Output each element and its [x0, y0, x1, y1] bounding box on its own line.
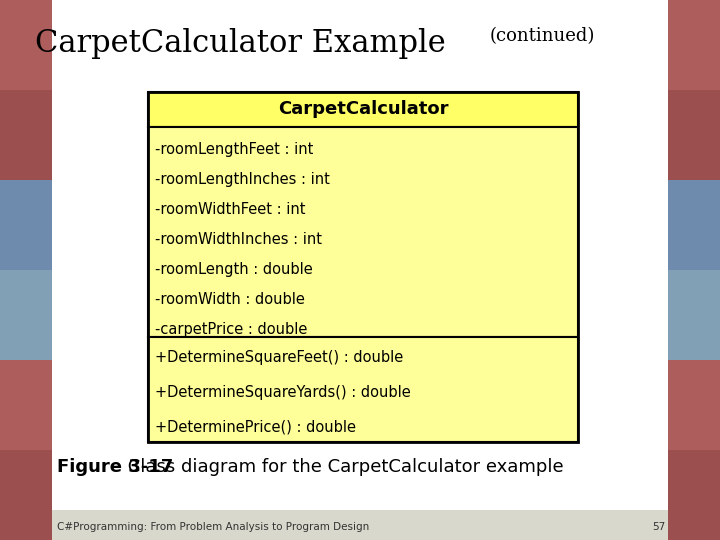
Text: C#Programming: From Problem Analysis to Program Design: C#Programming: From Problem Analysis to … [57, 522, 369, 532]
Bar [52, 510, 668, 540]
Text: +DeterminePrice() : double: +DeterminePrice() : double [155, 420, 356, 435]
Bar [668, 0, 720, 90]
Bar [148, 337, 578, 442]
Text: -roomLength : double: -roomLength : double [155, 262, 312, 277]
Bar [668, 450, 720, 540]
Bar [668, 180, 720, 270]
Bar [0, 0, 52, 90]
Bar [148, 92, 578, 442]
Text: -roomWidthInches : int: -roomWidthInches : int [155, 232, 322, 247]
Text: CarpetCalculator: CarpetCalculator [278, 100, 449, 118]
Text: -roomLengthFeet : int: -roomLengthFeet : int [155, 142, 313, 157]
Text: +DetermineSquareYards() : double: +DetermineSquareYards() : double [155, 385, 410, 400]
Text: -carpetPrice : double: -carpetPrice : double [155, 322, 307, 337]
Bar [668, 90, 720, 180]
Bar [668, 270, 720, 360]
Bar [148, 92, 578, 127]
Text: 57: 57 [652, 522, 665, 532]
Text: Figure 3-17: Figure 3-17 [57, 458, 174, 476]
Text: -roomLengthInches : int: -roomLengthInches : int [155, 172, 330, 187]
Bar [0, 360, 52, 450]
Bar [0, 270, 52, 360]
Text: CarpetCalculator Example: CarpetCalculator Example [35, 28, 446, 59]
Bar [0, 180, 52, 270]
Bar [148, 127, 578, 337]
Text: Class diagram for the CarpetCalculator example: Class diagram for the CarpetCalculator e… [122, 458, 564, 476]
Text: -roomWidth : double: -roomWidth : double [155, 292, 305, 307]
Text: (continued): (continued) [490, 27, 595, 45]
Text: +DetermineSquareFeet() : double: +DetermineSquareFeet() : double [155, 350, 403, 365]
Bar [668, 360, 720, 450]
Bar [52, 0, 668, 540]
Bar [0, 90, 52, 180]
Bar [0, 450, 52, 540]
Bar [0, 0, 52, 540]
Text: -roomWidthFeet : int: -roomWidthFeet : int [155, 202, 305, 217]
